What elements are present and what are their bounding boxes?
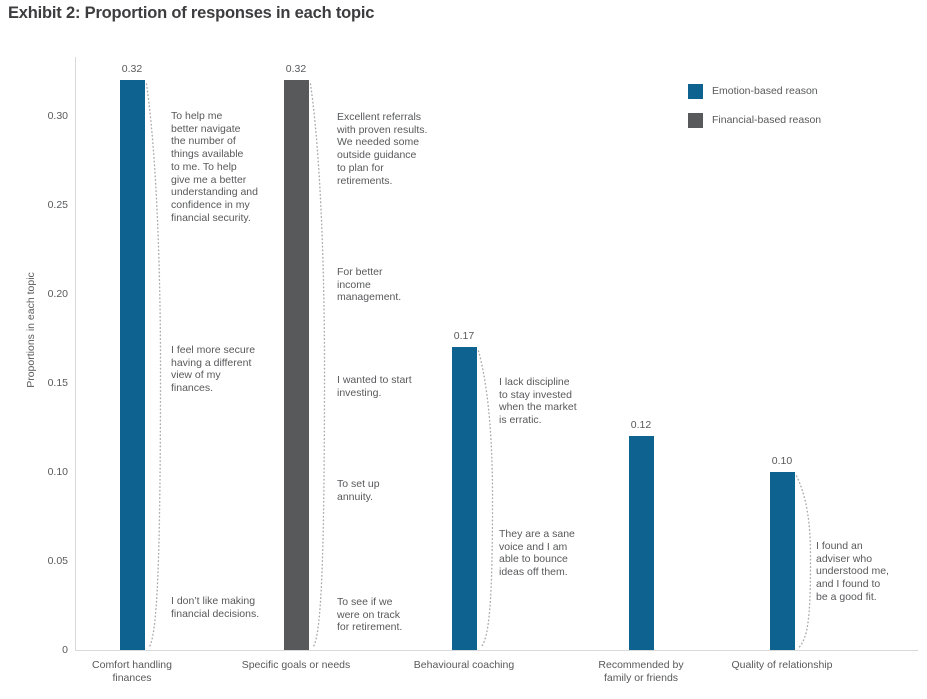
x-category-label: Recommended by family or friends	[598, 659, 684, 684]
bar-annotation: They are a sane voice and I am able to b…	[499, 528, 575, 579]
legend: Emotion-based reason Financial-based rea…	[688, 84, 821, 142]
brace-curve	[309, 83, 326, 649]
y-tick-label: 0.10	[47, 466, 68, 478]
bar-annotation: Excellent referrals with proven results.…	[337, 111, 428, 187]
bar-specific-goals-or-needs	[283, 80, 309, 650]
bar-value-label: 0.12	[630, 419, 652, 431]
legend-swatch-emotion	[688, 84, 703, 99]
y-tick-label: 0.25	[47, 199, 68, 211]
bar-value-label: 0.32	[285, 63, 307, 75]
y-tick-label: 0	[62, 644, 68, 656]
bar-annotation: To help me better navigate the number of…	[171, 110, 258, 224]
bar-annotation: To set up annuity.	[337, 478, 380, 503]
bar-annotation: I found an adviser who understood me, an…	[816, 540, 889, 603]
x-category-label: Specific goals or needs	[241, 659, 351, 671]
bar-value-label: 0.32	[121, 63, 143, 75]
bar-annotation: I lack discipline to stay invested when …	[499, 376, 577, 427]
y-tick-label: 0.15	[47, 377, 68, 389]
bar-annotation: To see if we were on track for retiremen…	[337, 596, 403, 634]
y-axis-line	[75, 57, 76, 650]
y-tick-label: 0.20	[47, 288, 68, 300]
bar-annotation: I wanted to start investing.	[337, 374, 412, 399]
bar-behavioural-coaching	[451, 347, 477, 650]
x-category-label: Comfort handling finances	[92, 659, 172, 684]
y-tick-label: 0.30	[47, 110, 68, 122]
brace-curve	[145, 83, 162, 649]
bar-value-label: 0.10	[771, 455, 793, 467]
bar-comfort-handling-finances	[119, 80, 145, 650]
legend-label-emotion: Emotion-based reason	[712, 85, 818, 97]
x-category-label: Behavioural coaching	[413, 659, 515, 671]
bar-annotation: I don’t like making financial decisions.	[171, 595, 260, 620]
y-tick-label: 0.05	[47, 555, 68, 567]
legend-swatch-financial	[688, 113, 703, 128]
brace-curve	[795, 475, 812, 649]
chart-title: Exhibit 2: Proportion of responses in ea…	[8, 4, 375, 22]
legend-label-financial: Financial-based reason	[712, 114, 822, 126]
legend-item-emotion: Emotion-based reason	[688, 84, 821, 99]
x-category-label: Quality of relationship	[731, 659, 833, 671]
x-axis-line	[75, 650, 918, 651]
bar-quality-of-relationship	[769, 472, 795, 650]
legend-item-financial: Financial-based reason	[688, 113, 821, 128]
bar-recommended-by-family-or-friends	[628, 436, 654, 650]
bar-value-label: 0.17	[453, 330, 475, 342]
bar-annotation: For better income management.	[337, 266, 402, 304]
bar-annotation: I feel more secure having a different vi…	[171, 344, 256, 395]
brace-curve	[477, 350, 494, 649]
